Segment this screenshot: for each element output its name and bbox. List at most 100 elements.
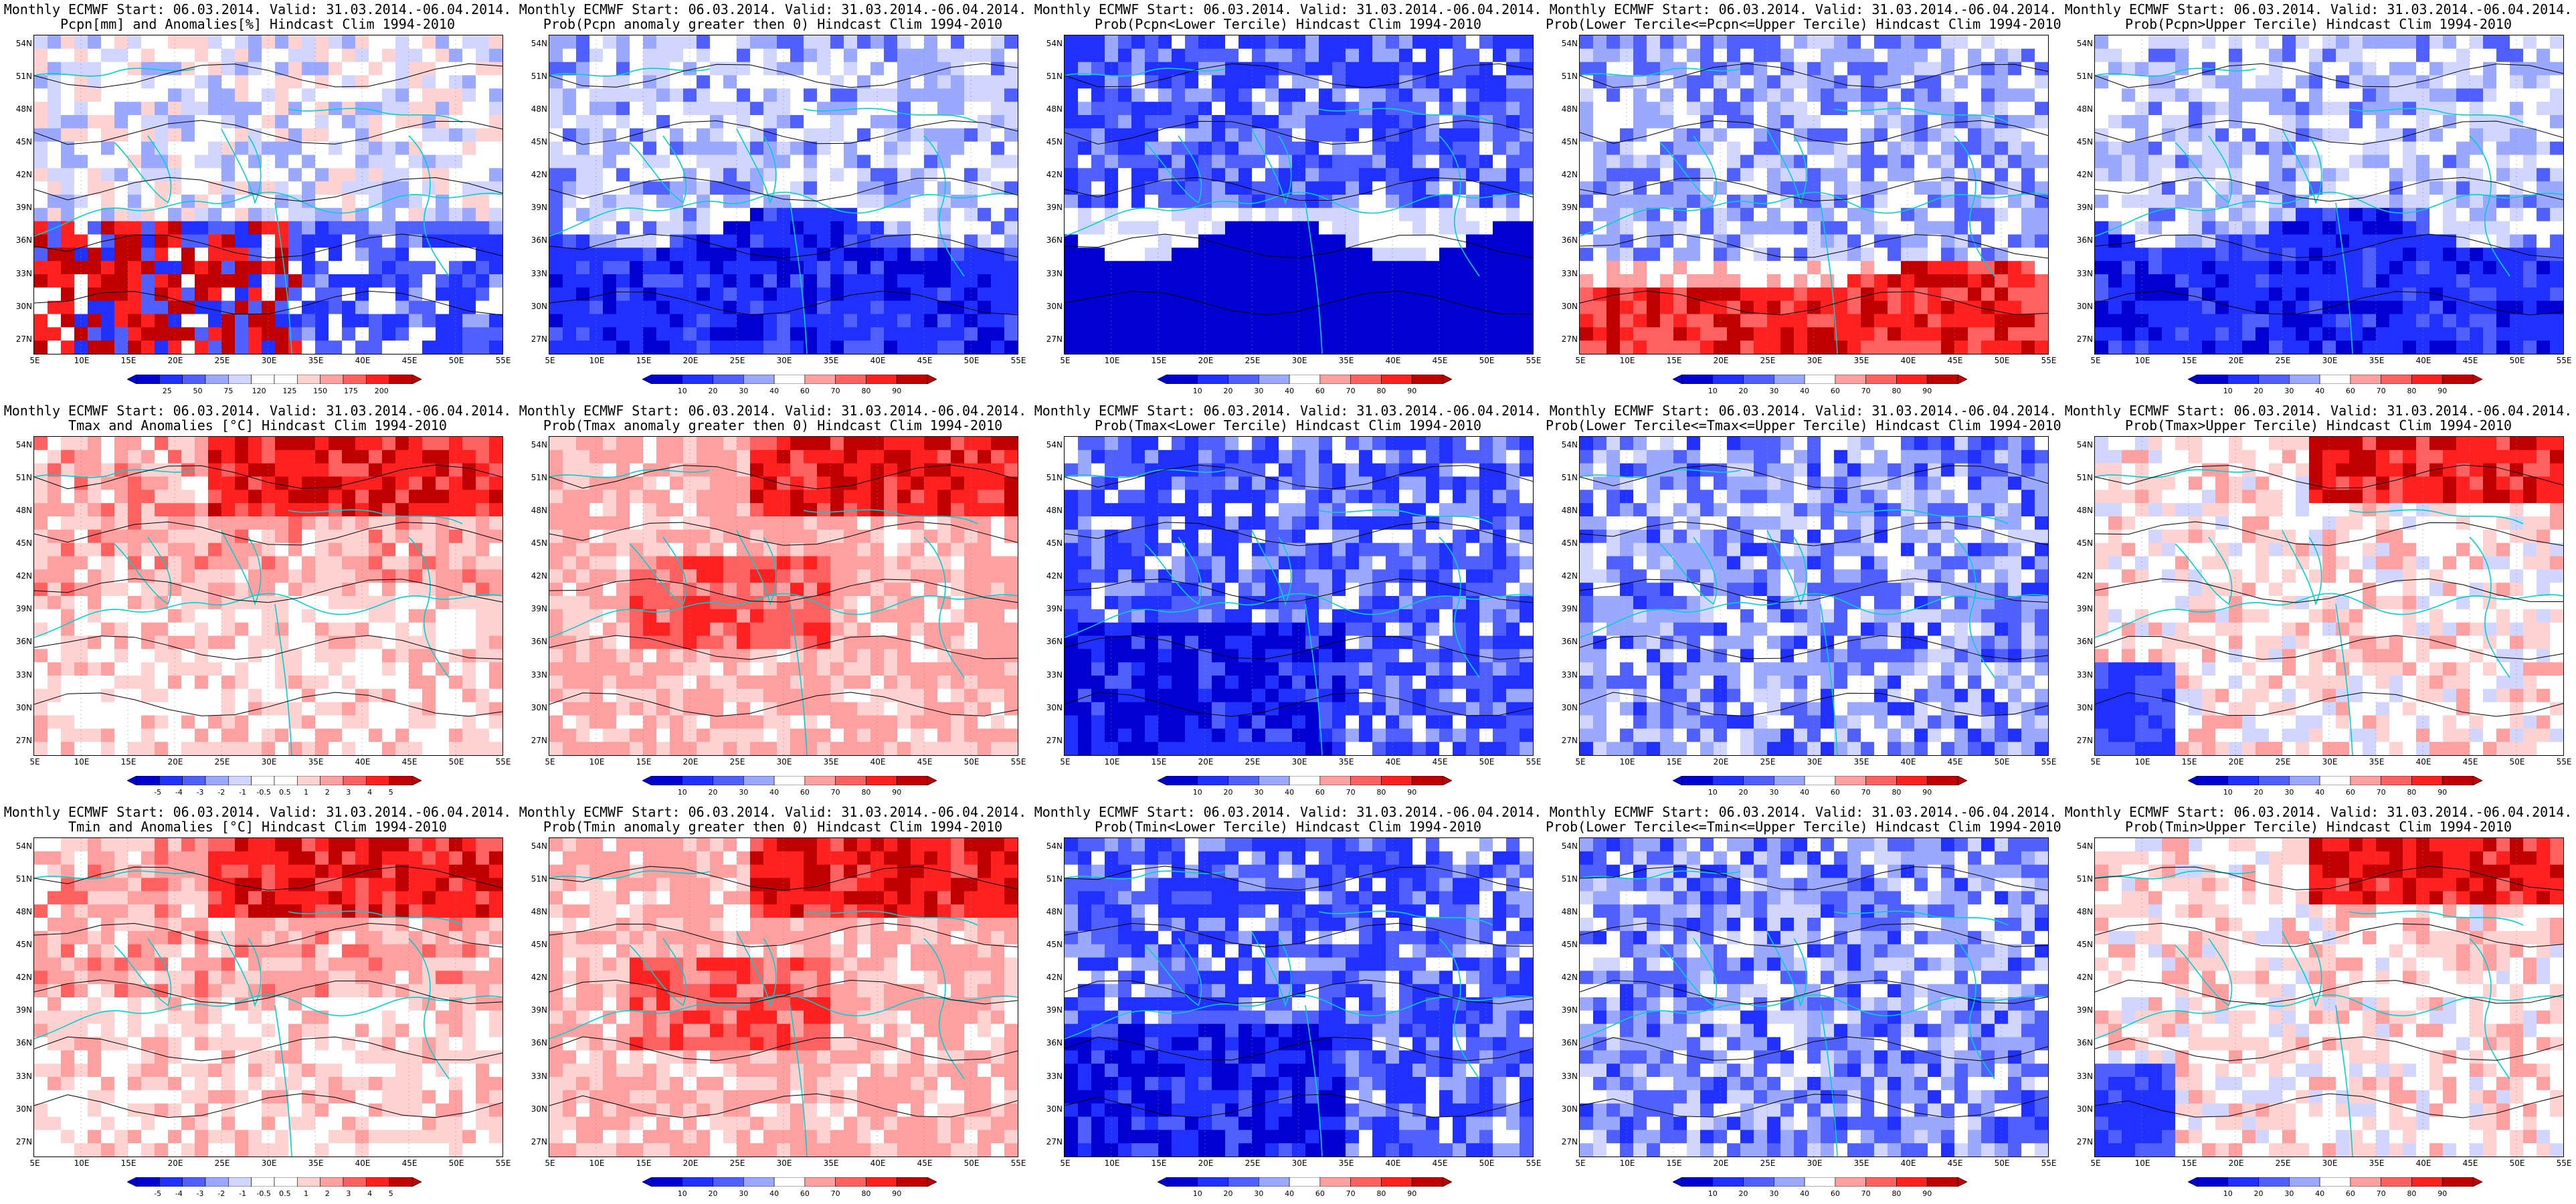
map-cell: [1091, 247, 1105, 262]
map-cell: [1399, 195, 1413, 209]
map-cell: [1506, 221, 1520, 235]
map-cell: [1740, 62, 1754, 76]
panel-header: Monthly ECMWF Start: 06.03.2014. Valid: …: [3, 403, 512, 419]
map-cell: [2122, 340, 2136, 354]
map-cell: [1981, 261, 1995, 275]
map-cell: [750, 115, 764, 129]
map-cell: [911, 181, 925, 195]
map-cell: [2523, 48, 2537, 63]
map-cell: [750, 247, 764, 262]
map-cell: [2322, 234, 2336, 248]
map-cell: [2108, 274, 2122, 288]
map-cell: [670, 181, 684, 195]
map-cell: [275, 596, 289, 610]
map-cell: [911, 155, 925, 169]
map-cell: [1292, 195, 1306, 209]
map-cell: [449, 287, 463, 302]
map-cell: [870, 168, 885, 182]
map-cell: [195, 261, 209, 275]
map-cell: [208, 274, 222, 288]
map-cell: [2429, 195, 2444, 209]
map-cell: [2035, 115, 2048, 129]
map-cell: [549, 247, 563, 262]
map-cell: [1847, 221, 1861, 235]
map-cell: [1888, 155, 1902, 169]
map-cell: [1158, 340, 1172, 354]
map-cell: [422, 542, 436, 557]
map-cell: [1861, 141, 1875, 156]
map-cell: [2510, 128, 2524, 142]
map-cell: [342, 62, 356, 76]
map-cell: [549, 115, 563, 129]
map-cell: [195, 569, 209, 583]
map-cell: [2296, 75, 2310, 89]
map-cell: [1874, 62, 1888, 76]
map-cell: [1225, 88, 1239, 102]
map-cell: [302, 35, 316, 49]
map-cell: [2550, 115, 2563, 129]
map-cell: [355, 168, 369, 182]
map-cell: [422, 503, 436, 517]
map-cell: [763, 115, 777, 129]
map-cell: [1660, 247, 1674, 262]
map-cell: [181, 529, 195, 544]
map-cell: [1874, 195, 1888, 209]
map-cell: [589, 155, 604, 169]
map-cell: [208, 287, 222, 302]
map-cell: [1426, 75, 1440, 89]
map-cell: [1794, 128, 1808, 142]
map-cell: [884, 261, 898, 275]
map-cell: [1198, 102, 1212, 116]
map-cell: [777, 102, 791, 116]
map-cell: [1647, 48, 1661, 63]
map-cell: [2175, 207, 2189, 222]
map-cell: [1714, 62, 1728, 76]
map-cell: [1807, 48, 1821, 63]
map-cell: [208, 463, 222, 478]
map-cell: [2242, 314, 2256, 328]
map-cell: [2550, 128, 2563, 142]
map-cell: [1225, 287, 1239, 302]
map-cell: [235, 88, 249, 102]
map-cell: [2483, 35, 2497, 49]
map-cell: [884, 155, 898, 169]
map-cell: [48, 287, 62, 302]
map-cell: [208, 234, 222, 248]
map-cell: [2523, 234, 2537, 248]
map-cell: [1198, 261, 1212, 275]
map-cell: [897, 168, 911, 182]
colorbar-label: 70: [1861, 387, 1871, 395]
map-cell: [2175, 181, 2189, 195]
map-cell: [1981, 234, 1995, 248]
map-cell: [1493, 300, 1507, 315]
map-cell: [1506, 300, 1520, 315]
map-cell: [355, 62, 369, 76]
map-cell: [114, 48, 128, 63]
colorbar-label: 70: [830, 387, 840, 395]
map-cell: [436, 48, 450, 63]
map-cell: [857, 168, 871, 182]
map-cell: [1185, 88, 1199, 102]
map-cell: [155, 596, 169, 610]
map-cell: [1131, 102, 1145, 116]
map-cell: [870, 181, 885, 195]
map-cell: [2470, 181, 2484, 195]
map-cell: [978, 181, 992, 195]
map-cell: [2008, 88, 2022, 102]
map-cell: [1954, 300, 1968, 315]
map-cell: [1212, 155, 1226, 169]
map-cell: [355, 449, 369, 464]
coastline: [2335, 202, 2353, 354]
map-cell: [2242, 261, 2256, 275]
forecast-map: [549, 35, 1018, 355]
map-cell: [2202, 75, 2216, 89]
map-cell: [2021, 195, 2035, 209]
longitude-label: 5E: [1060, 356, 1071, 365]
map-cell: [262, 476, 276, 490]
map-cell: [2336, 88, 2350, 102]
map-cell: [2443, 62, 2457, 76]
map-cell: [964, 247, 978, 262]
map-cell: [790, 287, 804, 302]
map-cell: [1225, 128, 1239, 142]
map-cell: [656, 247, 670, 262]
